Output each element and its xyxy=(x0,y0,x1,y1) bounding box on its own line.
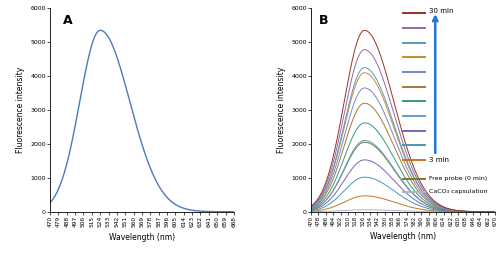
Text: CaCO₃ capsulation: CaCO₃ capsulation xyxy=(429,189,488,194)
X-axis label: Wavelength (nm): Wavelength (nm) xyxy=(370,232,436,241)
Text: B: B xyxy=(318,14,328,27)
X-axis label: Wavelength (nm): Wavelength (nm) xyxy=(109,233,175,242)
Text: 3 min: 3 min xyxy=(429,157,449,163)
Y-axis label: Fluorescence intensity: Fluorescence intensity xyxy=(16,67,24,153)
Text: Free probe (0 min): Free probe (0 min) xyxy=(429,176,487,181)
Text: 30 min: 30 min xyxy=(429,8,454,14)
Y-axis label: Fluorescence intensity: Fluorescence intensity xyxy=(277,67,286,153)
Text: A: A xyxy=(63,14,72,27)
